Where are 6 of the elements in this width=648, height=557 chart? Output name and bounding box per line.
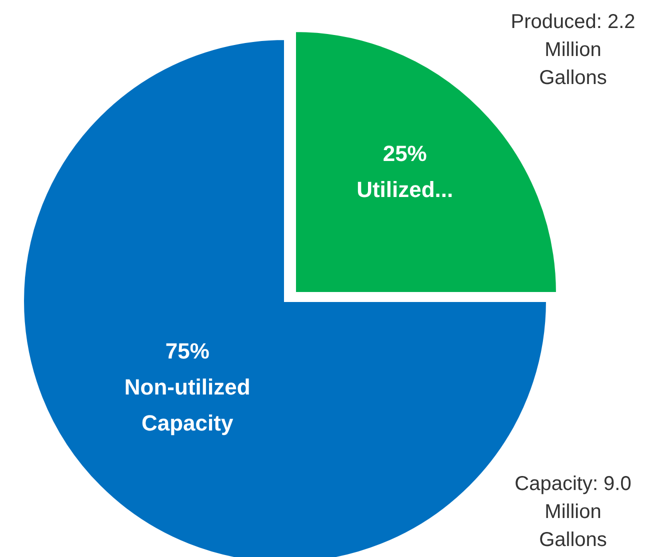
data-label: 75% xyxy=(165,338,210,364)
slice-label: Utilized... xyxy=(356,176,454,202)
text: Produced: 2.2 Million Gallons xyxy=(510,10,636,91)
data-label: 25% xyxy=(382,140,427,166)
slice-label: Non-utilized Capacity xyxy=(124,374,250,436)
text: Capacity: 9.0 Million Gallons xyxy=(514,472,632,553)
